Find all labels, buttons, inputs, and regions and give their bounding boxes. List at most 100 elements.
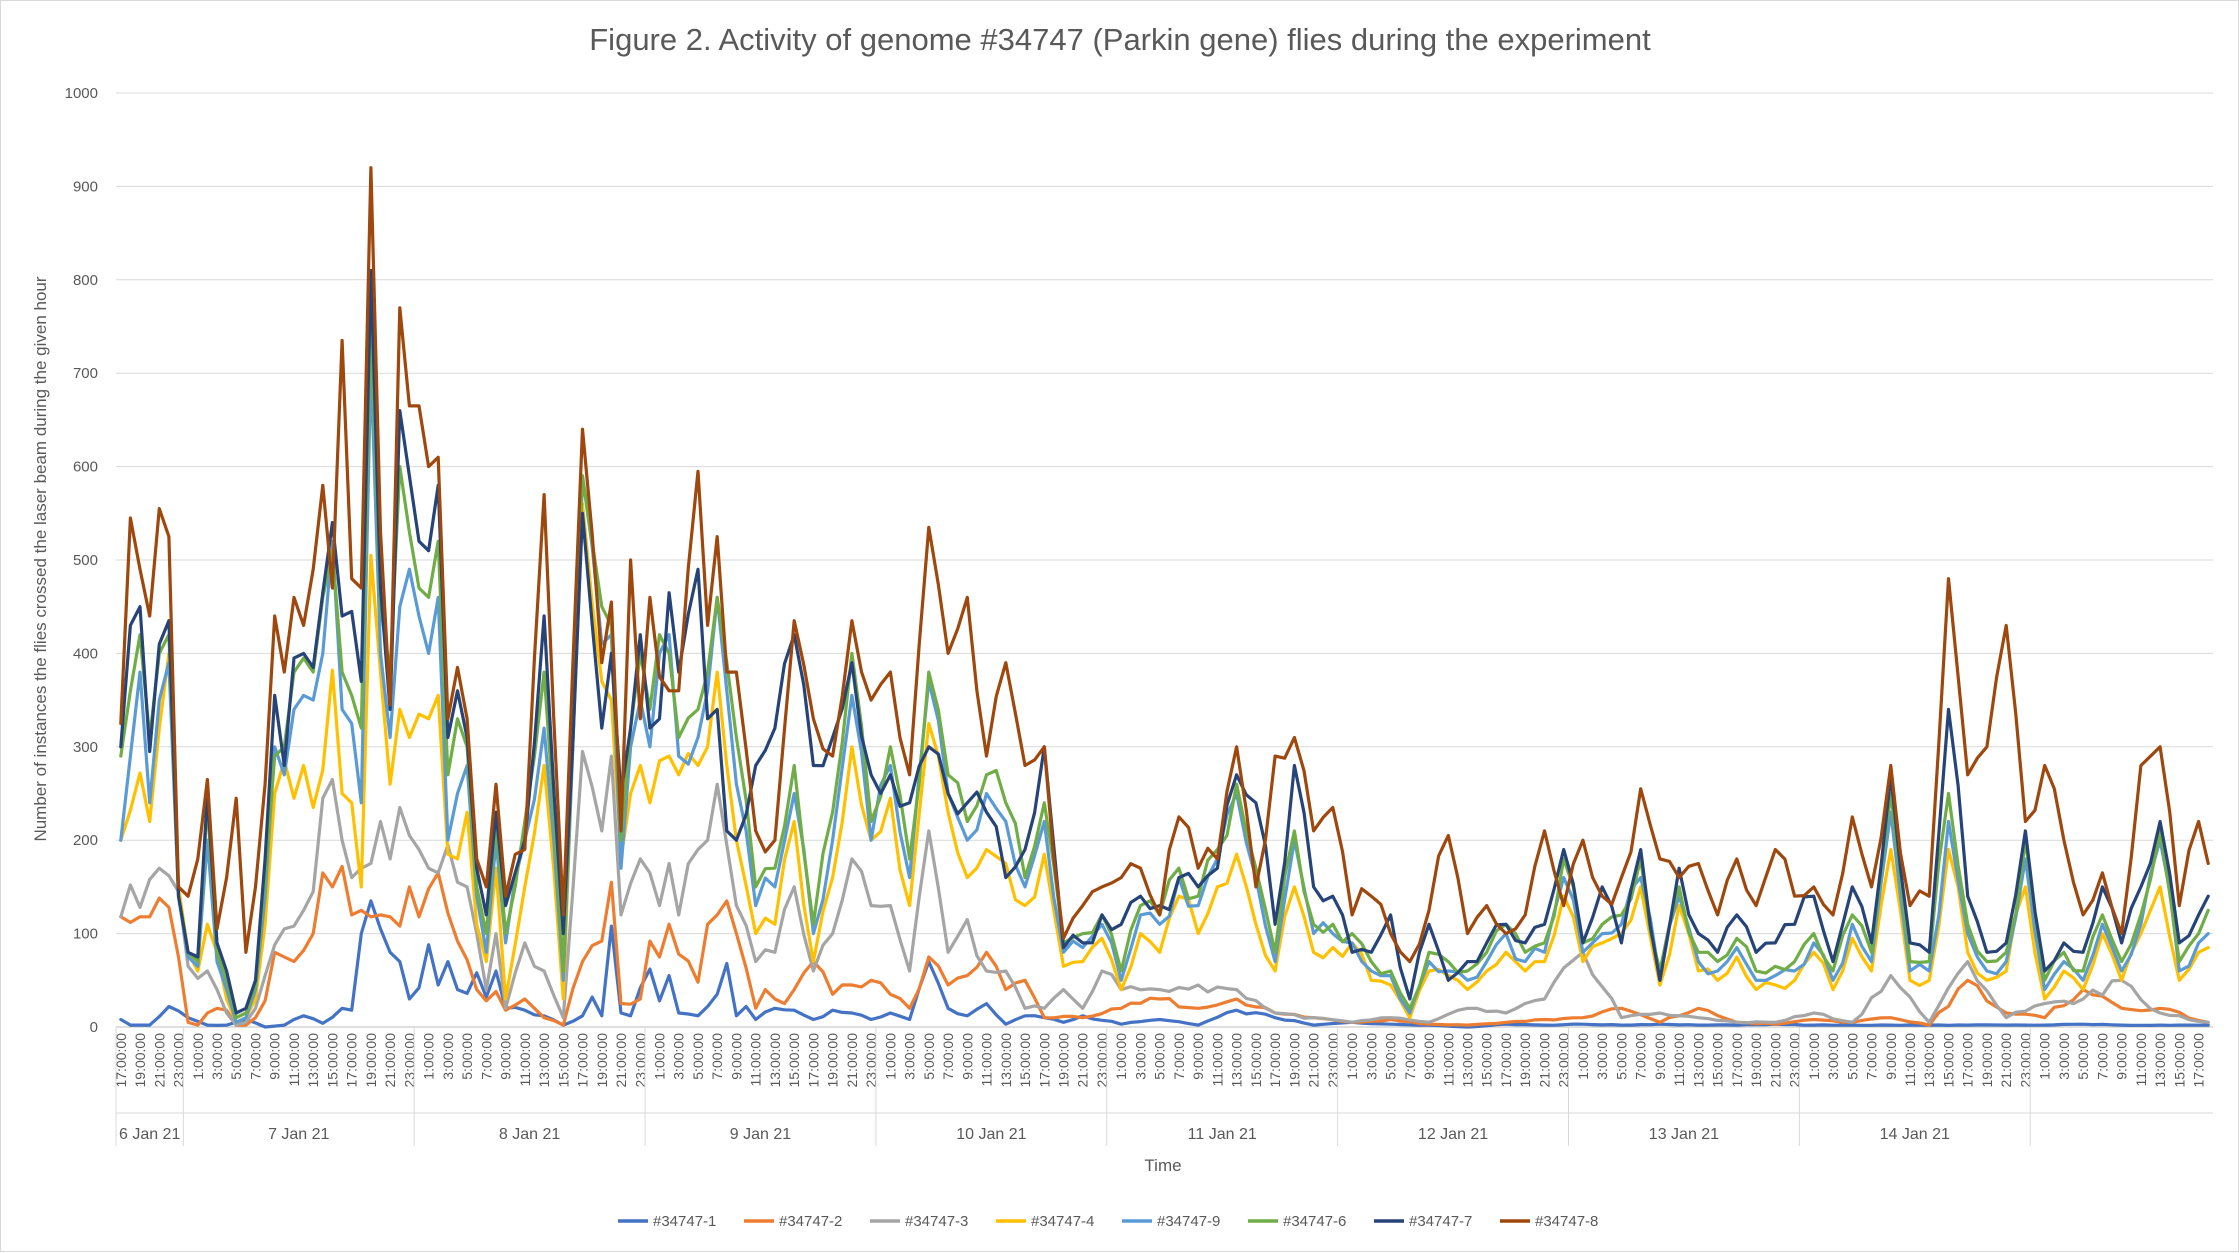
day-label: 7 Jan 21 <box>268 1126 329 1143</box>
x-tick-label: 17:00:00 <box>1267 1033 1283 1088</box>
x-tick-label: 21:00:00 <box>844 1033 860 1088</box>
x-tick-label: 1:00:00 <box>1344 1033 1360 1080</box>
x-tick-label: 5:00:00 <box>228 1033 244 1080</box>
x-tick-label: 5:00:00 <box>690 1033 706 1080</box>
x-tick-label: 3:00:00 <box>440 1033 456 1080</box>
x-tick-label: 13:00:00 <box>2152 1033 2168 1088</box>
x-tick-label: 11:00:00 <box>748 1033 764 1087</box>
series-line-2 <box>119 864 2210 1027</box>
x-tick-label: 15:00:00 <box>1017 1033 1033 1088</box>
x-tick-label: 21:00:00 <box>613 1033 629 1088</box>
x-tick-label: 21:00:00 <box>382 1033 398 1088</box>
x-tick-label: 17:00:00 <box>1036 1033 1052 1088</box>
x-tick-label: 21:00:00 <box>151 1033 167 1088</box>
day-label: 10 Jan 21 <box>956 1126 1026 1143</box>
x-tick-label: 11:00:00 <box>286 1033 302 1087</box>
x-tick-label: 19:00:00 <box>1979 1033 1995 1088</box>
x-tick-label: 19:00:00 <box>363 1033 379 1088</box>
legend-label: #34747-3 <box>905 1213 968 1230</box>
x-tick-label: 17:00:00 <box>805 1033 821 1088</box>
series-line-4 <box>119 502 2210 1024</box>
x-tick-label: 3:00:00 <box>1363 1033 1379 1080</box>
day-label: 13 Jan 21 <box>1649 1126 1719 1143</box>
x-tick-label: 21:00:00 <box>1536 1033 1552 1088</box>
x-tick-label: 1:00:00 <box>651 1033 667 1080</box>
chart-title: Figure 2. Activity of genome #34747 (Par… <box>589 22 1651 57</box>
legend-label: #34747-6 <box>1283 1213 1346 1230</box>
x-tick-label: 15:00:00 <box>786 1033 802 1088</box>
y-tick-label: 600 <box>73 459 98 476</box>
legend-label: #34747-4 <box>1031 1213 1094 1230</box>
x-tick-label: 9:00:00 <box>2114 1033 2130 1080</box>
x-tick-label: 9:00:00 <box>267 1033 283 1080</box>
x-tick-label: 19:00:00 <box>1517 1033 1533 1088</box>
x-tick-label: 15:00:00 <box>555 1033 571 1088</box>
x-tick-label: 5:00:00 <box>921 1033 937 1080</box>
x-tick-label: 17:00:00 <box>1498 1033 1514 1088</box>
x-tick-label: 11:00:00 <box>979 1033 995 1087</box>
x-tick-label: 11:00:00 <box>1902 1033 1918 1087</box>
x-tick-label: 5:00:00 <box>459 1033 475 1080</box>
x-tick-label: 1:00:00 <box>190 1033 206 1080</box>
x-tick-label: 23:00:00 <box>171 1033 187 1088</box>
x-tick-label: 15:00:00 <box>1248 1033 1264 1088</box>
x-tick-label: 19:00:00 <box>1286 1033 1302 1088</box>
x-tick-label: 15:00:00 <box>2171 1033 2187 1088</box>
x-tick-label: 3:00:00 <box>1825 1033 1841 1080</box>
y-tick-label: 900 <box>73 178 98 195</box>
x-tick-label: 1:00:00 <box>1806 1033 1822 1080</box>
x-tick-label: 9:00:00 <box>728 1033 744 1080</box>
x-tick-label: 11:00:00 <box>2133 1033 2149 1087</box>
x-tick-label: 15:00:00 <box>1710 1033 1726 1088</box>
x-tick-label: 23:00:00 <box>1094 1033 1110 1088</box>
x-tick-label: 9:00:00 <box>1652 1033 1668 1080</box>
x-tick-label: 23:00:00 <box>1787 1033 1803 1088</box>
y-axis-ticks: 0 100 200 300 400 500 600 700 800 900 1000 <box>65 85 98 1036</box>
x-tick-label: 9:00:00 <box>1190 1033 1206 1080</box>
x-tick-label: 3:00:00 <box>2056 1033 2072 1080</box>
series-lines <box>119 166 2210 1029</box>
x-tick-label: 7:00:00 <box>709 1033 725 1080</box>
x-tick-label: 19:00:00 <box>825 1033 841 1088</box>
x-tick-label: 5:00:00 <box>2075 1033 2091 1080</box>
x-tick-label: 17:00:00 <box>2191 1033 2207 1088</box>
x-tick-label: 15:00:00 <box>1940 1033 1956 1088</box>
x-tick-label: 1:00:00 <box>1575 1033 1591 1080</box>
y-tick-label: 800 <box>73 272 98 289</box>
day-label: 8 Jan 21 <box>499 1126 560 1143</box>
x-tick-label: 7:00:00 <box>247 1033 263 1080</box>
x-tick-label: 15:00:00 <box>1479 1033 1495 1088</box>
y-tick-label: 200 <box>73 832 98 849</box>
x-tick-label: 19:00:00 <box>594 1033 610 1088</box>
x-tick-label: 21:00:00 <box>1998 1033 2014 1088</box>
y-tick-label: 100 <box>73 926 98 943</box>
x-tick-label: 11:00:00 <box>517 1033 533 1087</box>
legend-label: #34747-7 <box>1409 1213 1472 1230</box>
x-tick-label: 21:00:00 <box>1767 1033 1783 1088</box>
x-axis-ticks: 17:00:00 19:00:00 21:00:00 23:00:00 1:00:00 3… <box>113 1033 2207 1088</box>
x-tick-label: 3:00:00 <box>1594 1033 1610 1080</box>
series-line-1 <box>119 899 2210 1029</box>
x-tick-label: 13:00:00 <box>1921 1033 1937 1088</box>
x-tick-label: 19:00:00 <box>132 1033 148 1088</box>
x-tick-label: 17:00:00 <box>1729 1033 1745 1088</box>
x-tick-label: 9:00:00 <box>1421 1033 1437 1080</box>
x-tick-label: 5:00:00 <box>1152 1033 1168 1080</box>
x-tick-label: 13:00:00 <box>998 1033 1014 1088</box>
legend-label: #34747-9 <box>1157 1213 1220 1230</box>
x-tick-label: 23:00:00 <box>1556 1033 1572 1088</box>
x-tick-label: 3:00:00 <box>209 1033 225 1080</box>
series-line-6 <box>119 315 2210 1020</box>
x-tick-label: 15:00:00 <box>324 1033 340 1088</box>
x-tick-label: 11:00:00 <box>1209 1033 1225 1087</box>
x-tick-label: 21:00:00 <box>1075 1033 1091 1088</box>
y-tick-label: 400 <box>73 645 98 662</box>
x-tick-label: 9:00:00 <box>498 1033 514 1080</box>
x-axis-title: Time <box>1144 1156 1181 1175</box>
x-tick-label: 5:00:00 <box>1844 1033 1860 1080</box>
series-line-8 <box>119 166 2210 964</box>
day-label: 6 Jan 21 <box>119 1126 180 1143</box>
legend-label: #34747-8 <box>1535 1213 1598 1230</box>
legend: #34747-1 #34747-2 #34747-3 #34747-4 #34747-9… <box>618 1213 1598 1230</box>
